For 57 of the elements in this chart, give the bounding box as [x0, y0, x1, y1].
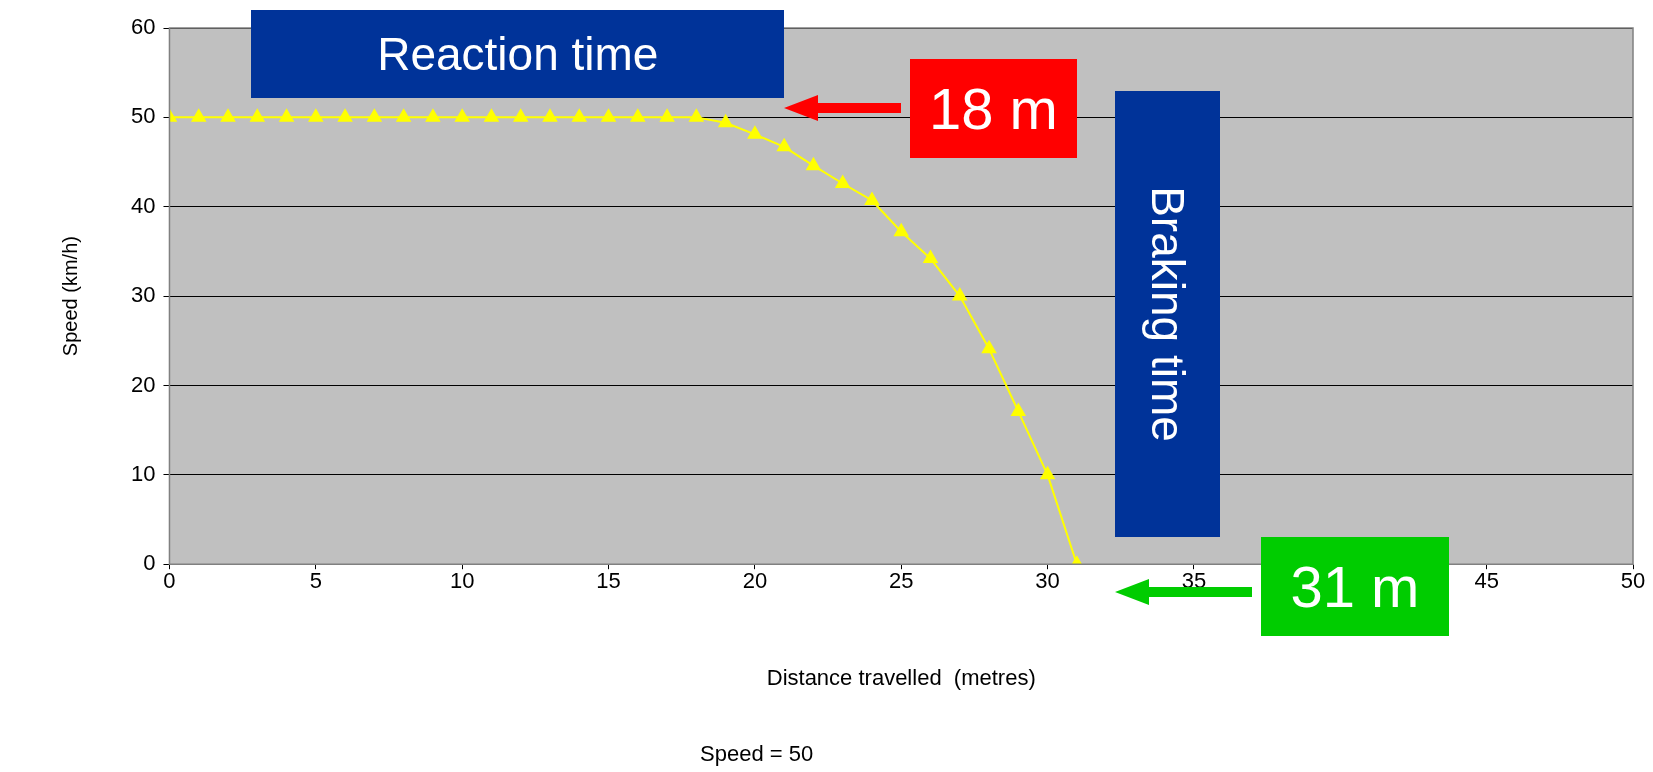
annotation: 31 m	[1290, 553, 1420, 621]
x-tick-label: 30	[1035, 568, 1060, 594]
point	[806, 157, 821, 171]
point	[1040, 466, 1055, 480]
point	[396, 109, 411, 122]
x-axis-title: Distance travelled (metres)	[766, 664, 1036, 690]
point	[220, 109, 236, 122]
x-tick-label: 20	[742, 568, 768, 594]
point	[191, 109, 206, 122]
point	[484, 109, 499, 122]
x-tick-label: 45	[1474, 568, 1499, 594]
point	[308, 109, 323, 122]
point	[718, 114, 733, 128]
x-tick-label: 10	[449, 568, 475, 594]
point	[572, 109, 587, 122]
annotation: 18 m	[928, 74, 1058, 142]
y-tick-label: 0	[143, 550, 156, 576]
text-banner: Braking time	[1114, 90, 1221, 538]
point	[894, 223, 909, 237]
y-tick-label: 30	[130, 282, 156, 308]
text-banner: Reaction time	[251, 10, 785, 98]
x-tick-label: 0	[163, 568, 176, 594]
annotation: Reaction time	[377, 27, 659, 81]
point	[425, 109, 440, 122]
text-banner: 31 m	[1261, 537, 1449, 637]
y-tick-label: 60	[130, 14, 156, 40]
x-tick-label: 15	[596, 568, 621, 594]
point	[513, 109, 528, 122]
point	[630, 109, 645, 122]
x-tick-label: 5	[309, 568, 322, 594]
annotation: Braking time	[1140, 186, 1195, 442]
point	[923, 250, 938, 264]
point	[279, 109, 294, 122]
point	[455, 109, 470, 122]
y-tick-label: 20	[130, 371, 156, 397]
point	[338, 109, 353, 122]
y-axis-title: Speed (km/h)	[58, 236, 81, 357]
text: Speed = 50	[700, 741, 814, 768]
x-tick-label: 25	[888, 568, 914, 594]
point	[952, 288, 967, 301]
text-banner: 18 m	[910, 59, 1077, 158]
point	[747, 126, 762, 139]
point	[864, 192, 880, 205]
point	[689, 109, 704, 122]
point	[835, 175, 850, 188]
point	[601, 109, 616, 122]
y-tick-label: 10	[130, 460, 156, 486]
y-tick-label: 50	[130, 103, 156, 129]
x-tick-label: 50	[1620, 568, 1646, 594]
y-tick-label: 40	[130, 192, 156, 218]
point	[367, 109, 382, 122]
point	[1011, 403, 1026, 416]
point	[250, 109, 265, 122]
point	[542, 109, 558, 122]
point	[777, 138, 792, 152]
point	[981, 340, 997, 354]
point	[660, 109, 675, 122]
